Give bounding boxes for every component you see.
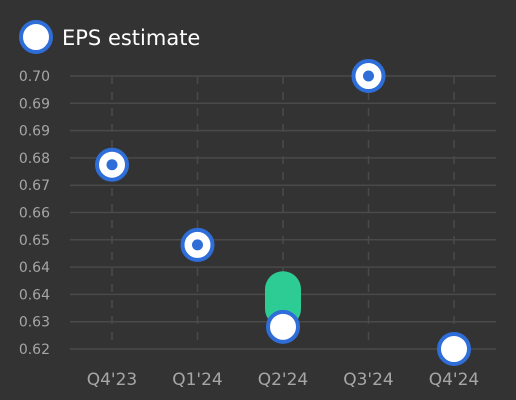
x-tick-label: Q3'24 [343, 370, 394, 390]
x-tick-label: Q4'23 [87, 370, 138, 390]
y-tick-label: 0.64 [19, 260, 50, 276]
data-point [437, 332, 471, 366]
data-point [266, 309, 300, 344]
y-tick-label: 0.64 [19, 287, 50, 303]
y-tick-label: 0.63 [19, 315, 50, 331]
y-tick-label: 0.65 [19, 233, 50, 249]
data-point-center-dot [363, 70, 374, 82]
x-axis-ticks: Q4'23 Q1'24 Q2'24 Q3'24 Q4'24 [87, 370, 480, 390]
legend-marker-icon [19, 20, 53, 54]
legend-label: EPS estimate [62, 26, 200, 50]
x-tick-label: Q4'24 [429, 370, 480, 390]
x-tick-label: Q1'24 [172, 370, 223, 390]
y-tick-label: 0.67 [19, 178, 50, 194]
y-tick-label: 0.69 [19, 96, 50, 112]
data-point-center-dot [106, 159, 118, 171]
x-tick-label: Q2'24 [258, 370, 309, 390]
y-axis-ticks: 0.70 0.69 0.69 0.68 0.67 0.66 0.65 0.64 0.64 0.63… [19, 69, 50, 358]
y-tick-label: 0.69 [19, 124, 50, 140]
y-tick-label: 0.62 [19, 342, 50, 358]
data-points [95, 59, 471, 366]
legend: EPS estimate [19, 20, 200, 54]
y-tick-label: 0.66 [19, 206, 50, 222]
data-point-center-dot [192, 239, 203, 251]
y-tick-label: 0.70 [19, 69, 50, 85]
y-tick-label: 0.68 [19, 151, 50, 167]
